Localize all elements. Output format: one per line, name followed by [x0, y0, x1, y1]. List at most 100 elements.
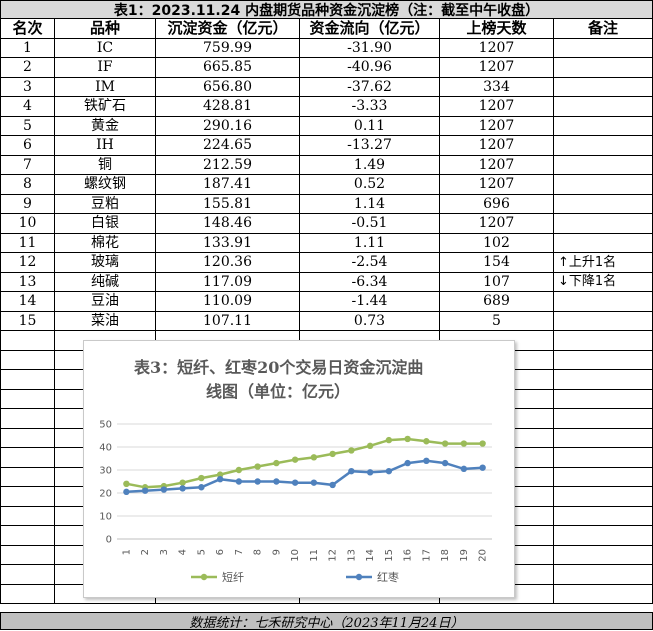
cell-days[interactable]: 1207	[440, 97, 554, 117]
empty-cell[interactable]	[554, 370, 653, 390]
cell-variety[interactable]: 豆油	[55, 292, 156, 312]
cell-remark[interactable]	[554, 311, 653, 331]
cell-remark[interactable]	[554, 97, 653, 117]
cell-remark[interactable]	[554, 58, 653, 78]
cell-flow[interactable]: 1.11	[300, 233, 440, 253]
cell-variety[interactable]: 黄金	[55, 116, 156, 136]
cell-rank[interactable]: 15	[0, 311, 55, 331]
cell-days[interactable]: 102	[440, 233, 554, 253]
cell-variety[interactable]: 铜	[55, 155, 156, 175]
cell-rank[interactable]: 8	[0, 175, 55, 195]
cell-capital[interactable]: 224.65	[156, 136, 300, 156]
data-point[interactable]	[404, 459, 411, 467]
empty-cell[interactable]	[0, 526, 55, 546]
cell-days[interactable]: 696	[440, 194, 554, 214]
cell-rank[interactable]: 13	[0, 272, 55, 292]
data-point[interactable]	[291, 456, 299, 463]
data-point[interactable]	[366, 469, 374, 476]
data-point[interactable]	[123, 488, 130, 496]
cell-days[interactable]: 1207	[440, 155, 554, 175]
cell-rank[interactable]: 7	[0, 155, 55, 175]
data-point[interactable]	[198, 484, 205, 491]
cell-variety[interactable]: IM	[55, 77, 156, 97]
cell-flow[interactable]: -2.54	[300, 253, 440, 273]
data-point[interactable]	[329, 481, 336, 489]
cell-variety[interactable]: 棉花	[55, 233, 156, 253]
data-point[interactable]	[160, 486, 168, 493]
data-point[interactable]	[254, 463, 261, 470]
cell-remark[interactable]	[554, 175, 653, 195]
empty-cell[interactable]	[554, 467, 653, 487]
data-point[interactable]	[441, 440, 449, 447]
cell-flow[interactable]: 1.49	[300, 155, 440, 175]
cell-days[interactable]: 1207	[440, 175, 554, 195]
empty-cell[interactable]	[554, 428, 653, 448]
empty-cell[interactable]	[0, 350, 55, 370]
empty-cell[interactable]	[0, 565, 55, 585]
cell-capital[interactable]: 290.16	[156, 116, 300, 136]
cell-remark[interactable]	[554, 77, 653, 97]
data-point[interactable]	[310, 454, 318, 461]
cell-remark[interactable]	[554, 194, 653, 214]
cell-capital[interactable]: 187.41	[156, 175, 300, 195]
cell-rank[interactable]: 3	[0, 77, 55, 97]
data-point[interactable]	[423, 438, 430, 445]
data-point[interactable]	[348, 447, 355, 454]
cell-variety[interactable]: 白银	[55, 214, 156, 234]
cell-flow[interactable]: 1.14	[300, 194, 440, 214]
cell-rank[interactable]: 1	[0, 38, 55, 58]
cell-capital[interactable]: 155.81	[156, 194, 300, 214]
empty-cell[interactable]	[0, 389, 55, 409]
empty-cell[interactable]	[554, 526, 653, 546]
cell-days[interactable]: 1207	[440, 214, 554, 234]
cell-days[interactable]: 1207	[440, 116, 554, 136]
cell-flow[interactable]: 0.11	[300, 116, 440, 136]
empty-cell[interactable]	[554, 545, 653, 565]
cell-days[interactable]: 1207	[440, 58, 554, 78]
cell-variety[interactable]: 菜油	[55, 311, 156, 331]
empty-cell[interactable]	[554, 584, 653, 604]
empty-cell[interactable]	[0, 467, 55, 487]
empty-cell[interactable]	[554, 565, 653, 585]
cell-remark[interactable]	[554, 116, 653, 136]
cell-remark[interactable]	[554, 233, 653, 253]
cell-rank[interactable]: 5	[0, 116, 55, 136]
data-point[interactable]	[235, 478, 243, 485]
cell-days[interactable]: 154	[440, 253, 554, 273]
data-point[interactable]	[423, 457, 430, 464]
cell-variety[interactable]: 豆粕	[55, 194, 156, 214]
cell-rank[interactable]: 6	[0, 136, 55, 156]
cell-rank[interactable]: 10	[0, 214, 55, 234]
cell-capital[interactable]: 148.46	[156, 214, 300, 234]
data-point[interactable]	[254, 478, 261, 485]
cell-flow[interactable]: 0.52	[300, 175, 440, 195]
cell-remark[interactable]	[554, 292, 653, 312]
empty-cell[interactable]	[554, 487, 653, 507]
empty-cell[interactable]	[554, 409, 653, 429]
empty-cell[interactable]	[554, 506, 653, 526]
cell-capital[interactable]: 133.91	[156, 233, 300, 253]
cell-days[interactable]: 689	[440, 292, 554, 312]
cell-flow[interactable]: -6.34	[300, 272, 440, 292]
cell-flow[interactable]: -40.96	[300, 58, 440, 78]
cell-flow[interactable]: -3.33	[300, 97, 440, 117]
empty-cell[interactable]	[0, 506, 55, 526]
empty-cell[interactable]	[554, 389, 653, 409]
empty-cell[interactable]	[554, 350, 653, 370]
data-point[interactable]	[460, 440, 468, 447]
cell-rank[interactable]: 12	[0, 253, 55, 273]
data-point[interactable]	[404, 435, 411, 443]
cell-flow[interactable]: 0.73	[300, 311, 440, 331]
cell-capital[interactable]: 212.59	[156, 155, 300, 175]
data-point[interactable]	[441, 459, 449, 467]
cell-rank[interactable]: 9	[0, 194, 55, 214]
data-point[interactable]	[273, 459, 280, 467]
cell-days[interactable]: 334	[440, 77, 554, 97]
empty-cell[interactable]	[0, 545, 55, 565]
cell-remark[interactable]	[554, 38, 653, 58]
cell-variety[interactable]: 纯碱	[55, 272, 156, 292]
cell-remark[interactable]	[554, 214, 653, 234]
data-point[interactable]	[198, 474, 205, 482]
cell-variety[interactable]: 玻璃	[55, 253, 156, 273]
data-point[interactable]	[329, 450, 336, 458]
